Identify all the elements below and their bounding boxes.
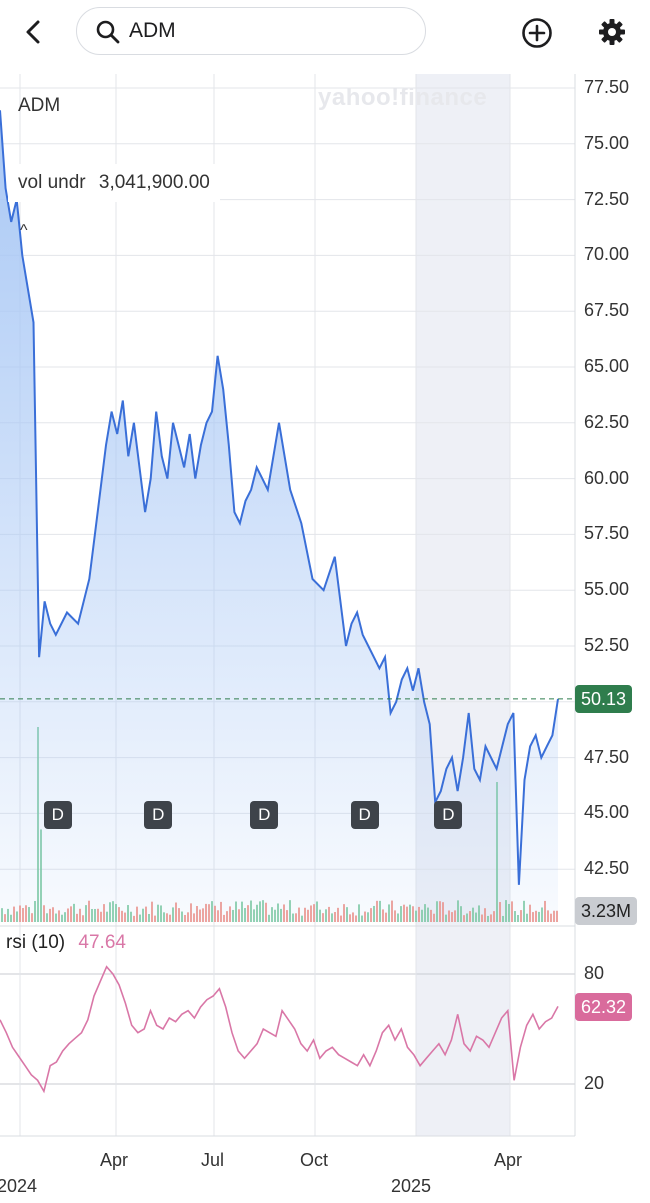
dividend-marker[interactable]: D — [43, 801, 72, 829]
rsi-line — [0, 965, 559, 1094]
current-price-tag: 50.13 — [575, 685, 633, 713]
search-icon — [95, 19, 121, 45]
price-tick-label: 47.50 — [584, 746, 630, 767]
rsi-tick-label: 20 — [584, 1073, 605, 1093]
price-tick-label: 45.00 — [584, 802, 630, 823]
price-area-fill — [0, 110, 558, 923]
dividend-marker[interactable]: D — [434, 801, 463, 829]
search-query-text: ADM — [129, 19, 176, 42]
yahoo-finance-watermark: yahoo!finance — [318, 84, 488, 111]
time-tick-label: Jul — [201, 1150, 225, 1170]
rsi-indicator-name: rsi (10) — [6, 932, 66, 953]
dividend-marker[interactable]: D — [350, 801, 379, 829]
back-button[interactable] — [16, 14, 52, 50]
price-tick-label: 75.00 — [584, 132, 630, 153]
volume-indicator-name: vol undr — [18, 172, 86, 193]
volume-indicator-legend[interactable]: vol undr 3,041,900.00 — [8, 164, 220, 202]
rsi-legend[interactable]: rsi (10) 47.64 — [6, 932, 126, 954]
time-tick-label: Apr — [100, 1150, 129, 1170]
add-to-watchlist-button[interactable] — [518, 14, 556, 52]
price-line — [0, 110, 559, 885]
back-chevron-icon — [26, 20, 40, 44]
add-circle-icon — [522, 18, 552, 48]
price-tick-label: 65.00 — [584, 356, 630, 376]
year-tick-label: 2025 — [391, 1176, 432, 1196]
price-tick-label: 70.00 — [584, 244, 630, 265]
dividend-marker[interactable]: D — [250, 801, 279, 829]
price-tick-label: 57.50 — [584, 523, 630, 544]
dividend-marker[interactable]: D — [144, 801, 173, 829]
collapse-chevron-icon[interactable]: ^ — [20, 222, 28, 239]
price-tick-label: 72.50 — [584, 188, 630, 209]
price-tick-label: 55.00 — [584, 579, 630, 600]
search-input[interactable]: ADM — [76, 7, 426, 55]
year-tick-label: 2024 — [0, 1176, 38, 1196]
price-tick-label: 52.50 — [584, 635, 630, 655]
price-tick-label: 60.00 — [584, 467, 630, 488]
rsi-indicator-value: 47.64 — [78, 932, 126, 953]
price-tick-label: 77.50 — [584, 77, 630, 97]
volume-indicator-value: 3,041,900.00 — [98, 172, 210, 193]
settings-button[interactable] — [594, 14, 630, 50]
volume-tag: 3.23M — [575, 897, 638, 925]
time-tick-label: Oct — [300, 1150, 329, 1170]
price-tick-label: 42.50 — [584, 858, 630, 879]
rsi-tick-label: 80 — [584, 963, 605, 983]
time-tick-label: Apr — [494, 1150, 523, 1170]
rsi-value-tag: 62.32 — [575, 993, 633, 1021]
top-bar: ADM — [0, 0, 650, 66]
price-tick-label: 67.50 — [584, 300, 630, 321]
price-tick-label: 62.50 — [584, 411, 630, 432]
gear-icon — [599, 19, 625, 45]
highlight-band — [416, 74, 510, 1136]
chart-symbol-label: ADM — [18, 95, 61, 116]
